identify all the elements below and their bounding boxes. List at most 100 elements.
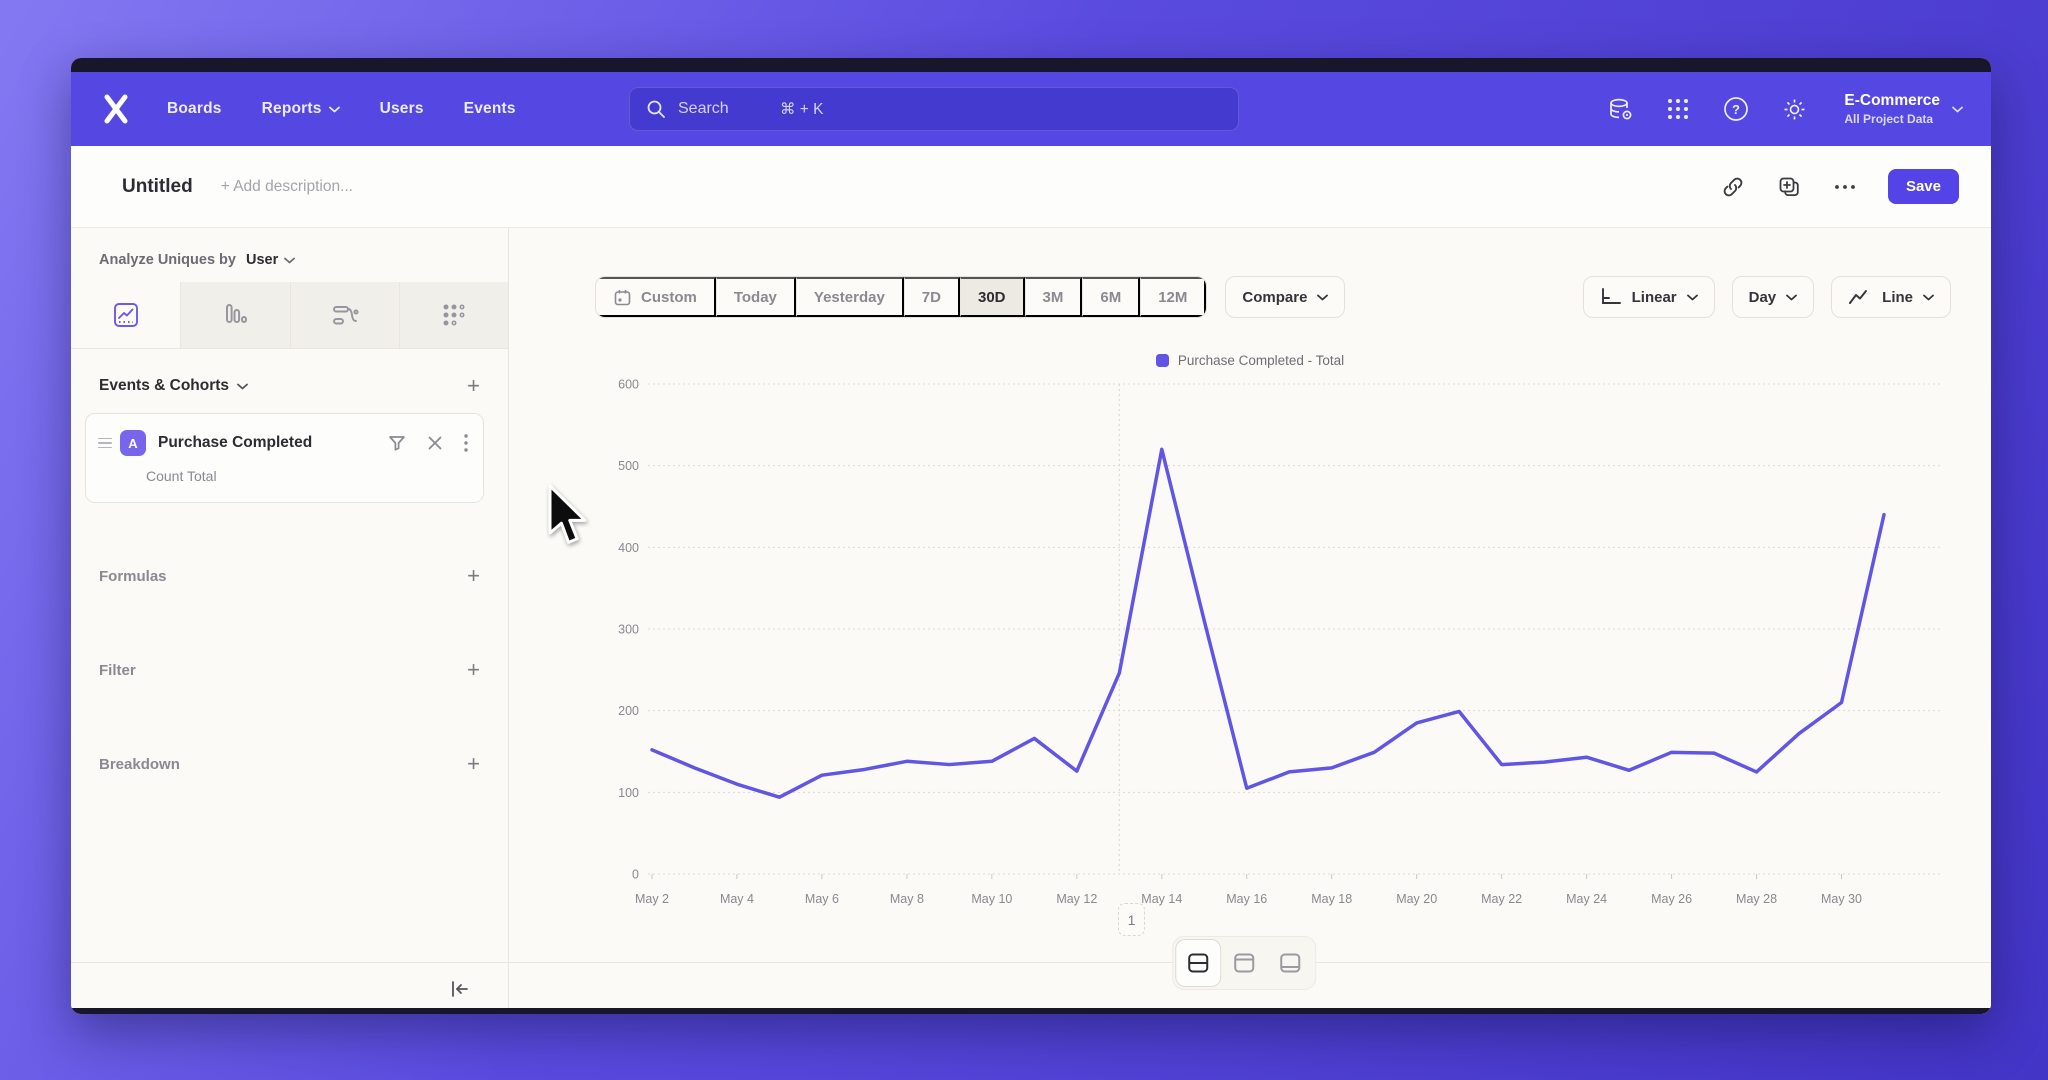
more-options-icon[interactable] [1832,174,1858,200]
layout-bottom-icon [1280,953,1301,973]
tab-retention[interactable] [398,282,508,348]
range-3m[interactable]: 3M [1024,277,1083,317]
chevron-down-icon [1317,294,1329,300]
nav-item-boards[interactable]: Boards [167,100,222,117]
layout-split-button[interactable] [1176,940,1221,986]
add-event-button[interactable]: + [467,373,480,398]
nav-item-reports[interactable]: Reports [262,100,340,118]
project-selector[interactable]: E-Commerce All Project Data [1844,92,1963,126]
add-formula-button[interactable]: + [467,563,480,588]
data-management-icon[interactable] [1606,95,1634,123]
collapse-sidebar-icon[interactable] [450,980,470,998]
line-chart-icon [1849,290,1868,304]
app-logo[interactable] [99,92,133,126]
svg-text:May 6: May 6 [805,892,839,906]
svg-text:May 30: May 30 [1821,892,1862,906]
help-icon[interactable]: ? [1722,95,1750,123]
chevron-down-icon [1923,294,1934,300]
window-bottom-edge [71,1008,1991,1014]
chart-controls: Custom Today Yesterday 7D 30D 3M 6M 12M … [595,276,1951,318]
flows-icon [332,306,359,325]
tab-flows[interactable] [289,282,399,348]
tab-insights[interactable] [71,282,181,348]
svg-text:May 28: May 28 [1736,892,1777,906]
chart-legend[interactable]: Purchase Completed - Total [509,353,1991,368]
event-letter-badge: A [120,430,146,456]
tab-bar-chart[interactable] [180,282,290,348]
insights-line-chart-icon [113,303,138,327]
range-6m[interactable]: 6M [1082,277,1141,317]
svg-text:May 16: May 16 [1226,892,1267,906]
range-yesterday[interactable]: Yesterday [795,277,904,317]
nav-links: Boards Reports Users Events [167,100,516,118]
chevron-down-icon [1686,294,1698,300]
svg-text:May 24: May 24 [1566,892,1607,906]
events-cohorts-title[interactable]: Events & Cohorts [99,377,248,395]
drag-handle-icon[interactable] [98,437,112,449]
layout-split-icon [1188,953,1209,973]
line-chart[interactable]: 0 100 200 300 400 500 600 May 2 May 4 May 6 May 8 M… [509,370,1989,940]
top-nav: Boards Reports Users Events ⌘ + K [71,72,1991,146]
range-7d[interactable]: 7D [903,277,960,317]
event-aggregation[interactable]: Count Total [146,468,217,484]
legend-label: Purchase Completed - Total [1177,353,1345,368]
sidebar-footer [71,962,508,1014]
chart-type-button[interactable]: Line [1831,276,1951,318]
events-cohorts-header: Events & Cohorts + [71,349,508,411]
filter-section: Filter + [71,649,508,691]
formulas-section: Formulas + [71,555,508,597]
scale-button[interactable]: Linear [1582,276,1715,318]
chevron-down-icon [237,383,248,389]
date-range-control: Custom Today Yesterday 7D 30D 3M 6M 12M [595,276,1208,318]
search-input[interactable] [678,100,768,118]
layout-top-icon [1234,953,1255,973]
range-12m[interactable]: 12M [1140,277,1207,317]
range-custom[interactable]: Custom [596,277,716,317]
svg-text:May 12: May 12 [1056,892,1097,906]
app-window: Boards Reports Users Events ⌘ + K [71,58,1991,1014]
add-breakdown-button[interactable]: + [467,751,480,776]
svg-text:500: 500 [618,459,639,473]
svg-text:100: 100 [618,786,639,800]
nav-item-events[interactable]: Events [463,100,516,117]
axes-icon [1601,288,1621,304]
analyze-uniques-selector[interactable]: Analyze Uniques by User [71,228,508,282]
svg-text:May 18: May 18 [1311,892,1352,906]
report-canvas: Custom Today Yesterday 7D 30D 3M 6M 12M … [509,228,1991,1014]
save-button[interactable]: Save [1887,169,1959,204]
remove-event-icon[interactable] [427,435,443,451]
share-link-icon[interactable] [1720,174,1746,200]
project-name: E-Commerce [1844,92,1940,109]
svg-text:600: 600 [618,378,639,392]
analyze-value: User [245,252,279,268]
range-30d[interactable]: 30D [959,277,1025,317]
project-subtitle: All Project Data [1844,112,1934,126]
calendar-icon [614,289,631,305]
report-title[interactable]: Untitled [122,175,193,197]
apps-grid-icon[interactable] [1664,95,1692,123]
event-name[interactable]: Purchase Completed [158,434,313,451]
compare-button[interactable]: Compare [1225,276,1346,318]
settings-gear-icon[interactable] [1780,95,1808,123]
query-sidebar: Analyze Uniques by User [71,228,509,1014]
retention-grid-icon [443,304,465,326]
event-card[interactable]: A Purchase Completed Count T [85,413,484,503]
event-more-icon[interactable] [463,433,469,453]
pagination-page-1[interactable]: 1 [1118,903,1145,936]
layout-bottom-button[interactable] [1268,940,1312,986]
duplicate-icon[interactable] [1776,174,1802,200]
svg-text:May 2: May 2 [635,892,669,906]
nav-right: ? E-Commerce All Project Data [1606,92,1963,126]
svg-text:May 8: May 8 [890,892,924,906]
add-description[interactable]: + Add description... [220,177,353,195]
add-filter-button[interactable]: + [467,657,480,682]
range-today[interactable]: Today [715,277,796,317]
chevron-down-icon [1952,106,1963,112]
layout-top-button[interactable] [1222,940,1266,986]
filter-icon[interactable] [387,433,407,453]
search-bar[interactable]: ⌘ + K [629,87,1239,131]
interval-button[interactable]: Day [1731,276,1815,318]
window-top-edge [71,58,1991,72]
nav-item-users[interactable]: Users [379,100,424,117]
mouse-cursor [548,484,587,544]
